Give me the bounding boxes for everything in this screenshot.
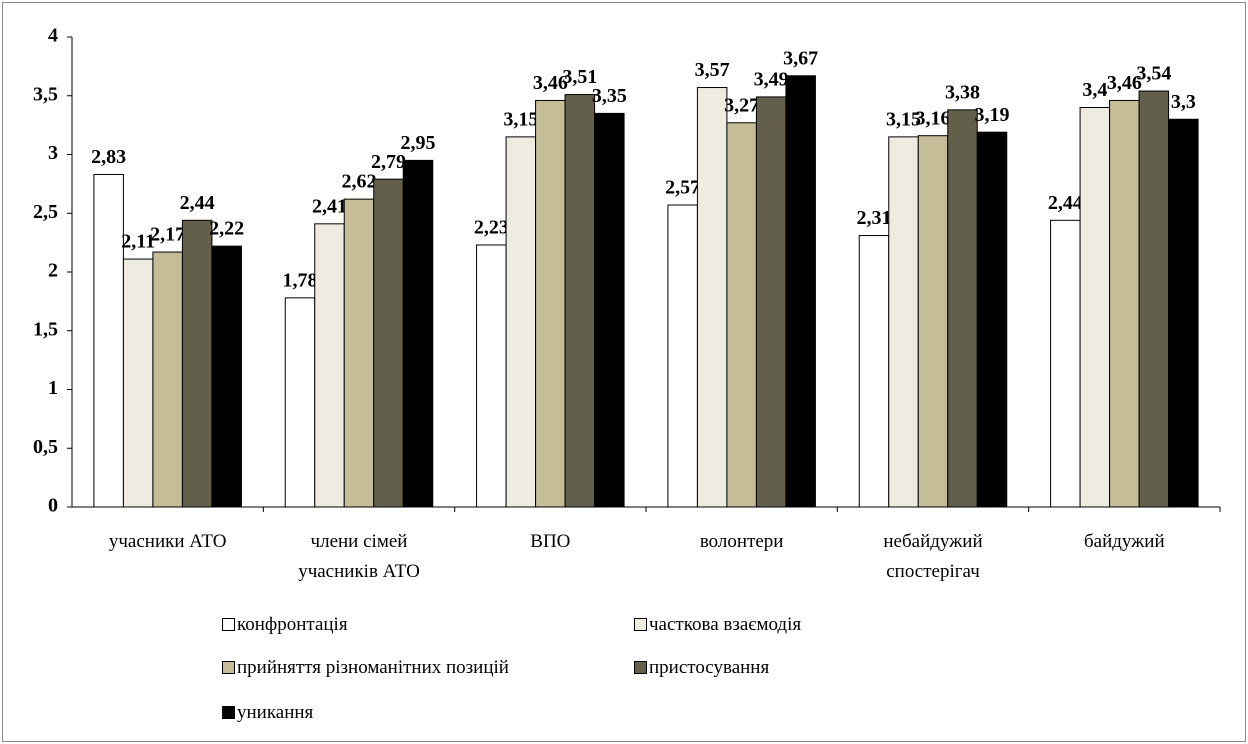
bar bbox=[402, 159, 434, 508]
y-tick-label: 3 bbox=[48, 142, 58, 164]
bar bbox=[1109, 99, 1140, 508]
value-label: 2,23 bbox=[474, 217, 509, 239]
bar bbox=[476, 244, 507, 508]
legend-item: прийняття різноманітних позицій bbox=[222, 657, 509, 679]
value-label: 2,83 bbox=[91, 146, 126, 168]
bar bbox=[858, 235, 890, 508]
bar bbox=[696, 87, 728, 508]
value-label: 3,46 bbox=[533, 72, 568, 94]
bar bbox=[564, 94, 596, 508]
value-label: 3,46 bbox=[1107, 72, 1142, 94]
value-label: 3,15 bbox=[886, 108, 921, 130]
value-label: 3,49 bbox=[754, 69, 789, 91]
bar bbox=[314, 223, 345, 508]
bar bbox=[373, 178, 404, 508]
legend-swatch bbox=[222, 661, 235, 674]
bar bbox=[726, 122, 757, 508]
value-label: 2,44 bbox=[180, 192, 215, 214]
bar bbox=[785, 75, 816, 508]
y-tick-label: 0 bbox=[48, 495, 58, 517]
bar bbox=[1079, 107, 1111, 508]
value-label: 2,11 bbox=[121, 231, 155, 253]
x-tick-label: волонтери bbox=[699, 531, 784, 552]
value-label: 2,31 bbox=[857, 207, 892, 229]
bar bbox=[211, 245, 242, 508]
bar bbox=[535, 99, 566, 508]
value-label: 2,57 bbox=[665, 177, 700, 199]
value-label: 2,95 bbox=[401, 132, 436, 154]
value-label: 2,41 bbox=[312, 195, 347, 217]
x-tick-label: байдужий bbox=[1084, 531, 1165, 552]
value-label: 3,15 bbox=[503, 108, 538, 130]
value-label: 1,78 bbox=[283, 269, 318, 291]
y-tick-label: 4 bbox=[48, 25, 58, 47]
legend-swatch bbox=[222, 706, 235, 719]
legend-label: прийняття різноманітних позицій bbox=[237, 657, 509, 678]
value-label: 3,3 bbox=[1171, 91, 1196, 113]
value-label: 3,51 bbox=[562, 66, 597, 88]
value-label: 2,62 bbox=[342, 171, 377, 193]
value-label: 3,4 bbox=[1082, 79, 1107, 101]
value-label: 3,67 bbox=[783, 47, 818, 69]
bar bbox=[505, 136, 537, 508]
value-label: 2,44 bbox=[1048, 192, 1083, 214]
legend-item: конфронтація bbox=[222, 614, 348, 636]
value-label: 3,16 bbox=[916, 107, 951, 129]
value-label: 3,19 bbox=[975, 104, 1010, 126]
legend-swatch bbox=[634, 618, 647, 631]
bar bbox=[917, 135, 949, 508]
y-tick-label: 3,5 bbox=[33, 83, 58, 105]
value-label: 3,57 bbox=[695, 59, 730, 81]
x-tick-label: учасники АТО bbox=[108, 531, 227, 552]
bar bbox=[181, 219, 213, 508]
bar bbox=[343, 198, 375, 508]
legend-swatch bbox=[634, 661, 647, 674]
bar bbox=[976, 131, 1008, 508]
bar bbox=[755, 96, 787, 508]
legend-item: уникання bbox=[222, 702, 313, 724]
bar bbox=[947, 109, 978, 508]
bar bbox=[594, 112, 625, 508]
bar bbox=[888, 136, 919, 508]
legend-label: часткова взаємодія bbox=[649, 614, 802, 635]
value-label: 2,79 bbox=[371, 151, 406, 173]
y-tick-label: 1,5 bbox=[33, 318, 58, 340]
value-label: 3,35 bbox=[592, 85, 627, 107]
legend-swatch bbox=[222, 618, 235, 631]
y-tick-label: 2,5 bbox=[33, 201, 58, 223]
y-tick-label: 2 bbox=[48, 260, 58, 282]
x-tick-label: ВПО bbox=[530, 531, 571, 552]
bar bbox=[284, 297, 316, 508]
x-tick-label: небайдужий спостерігач bbox=[883, 531, 983, 582]
value-label: 3,27 bbox=[724, 94, 759, 116]
legend-label: пристосування bbox=[649, 657, 770, 678]
bar bbox=[1050, 219, 1081, 508]
bar bbox=[1138, 90, 1170, 508]
bar bbox=[1168, 118, 1199, 508]
value-label: 2,22 bbox=[209, 218, 244, 240]
legend-item: часткова взаємодія bbox=[634, 614, 801, 636]
value-label: 3,54 bbox=[1136, 63, 1171, 85]
bar bbox=[667, 204, 698, 508]
y-tick-label: 0,5 bbox=[33, 436, 58, 458]
y-tick-label: 1 bbox=[48, 377, 58, 399]
bar bbox=[93, 173, 124, 508]
legend-item: пристосування bbox=[634, 657, 769, 679]
legend-label: уникання bbox=[237, 702, 314, 723]
bar bbox=[122, 258, 154, 508]
value-label: 3,38 bbox=[945, 81, 980, 103]
bar bbox=[152, 251, 183, 508]
legend-label: конфронтація bbox=[237, 614, 348, 635]
x-tick-label: члени сімей учасників АТО bbox=[298, 531, 420, 582]
value-label: 2,17 bbox=[150, 224, 185, 246]
